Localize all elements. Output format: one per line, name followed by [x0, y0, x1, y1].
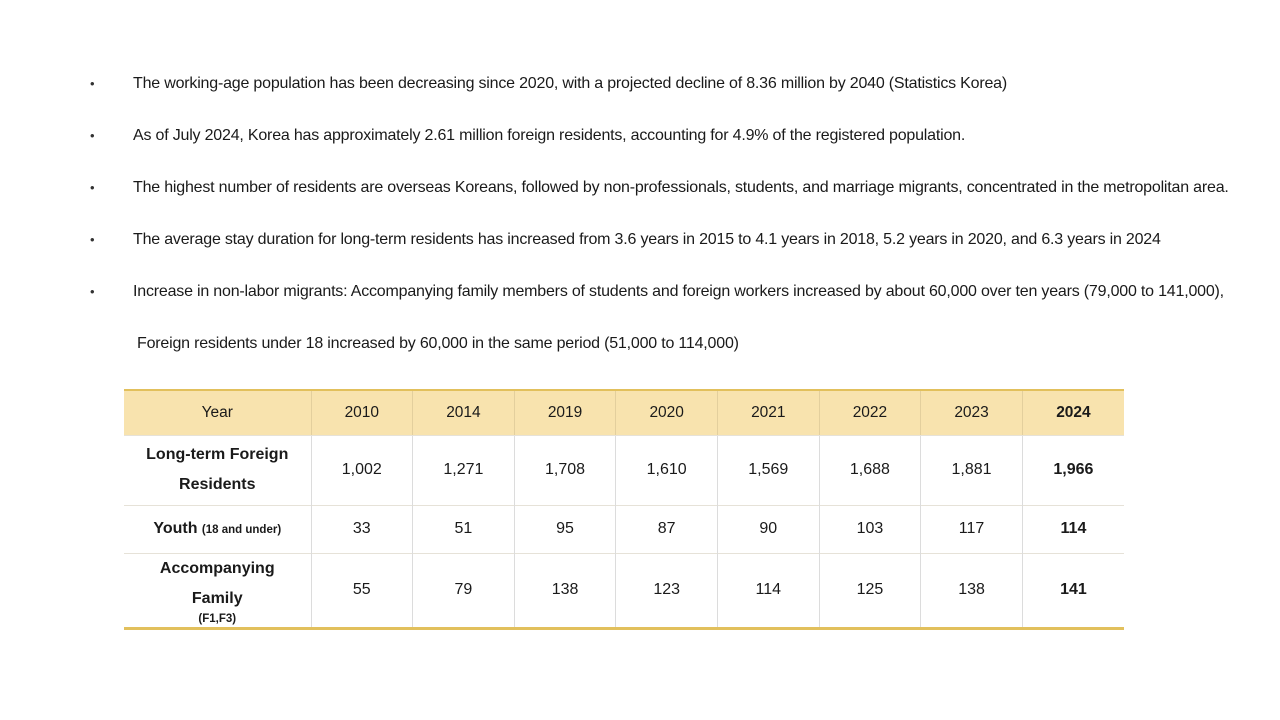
residents-table: Year 2010 2014 2019 2020 2021 2022 2023 … — [124, 389, 1124, 631]
value-cell: 1,271 — [412, 435, 515, 505]
value-cell: 95 — [514, 505, 617, 553]
bullet-icon — [90, 218, 133, 262]
row-sublabel-text: (18 and under) — [201, 523, 282, 536]
row-label-text: Youth — [153, 519, 198, 537]
header-cell-2019: 2019 — [514, 390, 617, 436]
value-cell: 33 — [311, 505, 414, 553]
bullet-item: The working-age population has been decr… — [90, 62, 1233, 106]
bullet-item: Increase in non-labor migrants: Accompan… — [90, 270, 1233, 314]
bullet-list: The working-age population has been decr… — [0, 0, 1280, 366]
bullet-item: The highest number of residents are over… — [90, 166, 1233, 210]
row-label-accompanying-family: Accompanying Family (F1,F3) — [124, 553, 312, 629]
header-cell-2022: 2022 — [819, 390, 922, 436]
value-cell: 87 — [615, 505, 718, 553]
value-cell: 1,708 — [514, 435, 617, 505]
row-sublabel-text: (F1,F3) — [198, 613, 237, 626]
value-cell: 1,610 — [615, 435, 718, 505]
value-cell: 103 — [819, 505, 922, 553]
value-cell: 114 — [717, 553, 820, 629]
value-cell: 117 — [920, 505, 1023, 553]
row-label-text: Accompanying Family — [159, 559, 275, 607]
bullet-icon — [90, 114, 133, 158]
header-cell-2010: 2010 — [311, 390, 414, 436]
value-cell: 141 — [1060, 581, 1087, 599]
value-cell: 138 — [514, 553, 617, 629]
header-cell-year: Year — [124, 390, 312, 436]
bullet-item: As of July 2024, Korea has approximately… — [90, 114, 1233, 158]
value-cell: 114 — [1060, 520, 1087, 537]
value-cell: 1,881 — [920, 435, 1023, 505]
value-cell: 138 — [920, 553, 1023, 629]
row-label-text: Long-term Foreign Residents — [146, 445, 289, 493]
bullet-text-non-labor-migrants: Increase in non-labor migrants: Accompan… — [133, 283, 1224, 300]
bullet-icon — [90, 166, 133, 210]
value-cell: 123 — [615, 553, 718, 629]
continuation-text: Foreign residents under 18 increased by … — [137, 335, 739, 352]
bullet-text-highest-residents: The highest number of residents are over… — [133, 179, 1229, 196]
value-cell: 1,569 — [717, 435, 820, 505]
value-cell: 1,002 — [311, 435, 414, 505]
table-row-long-term: Long-term Foreign Residents 1,002 1,271 … — [124, 435, 1124, 505]
value-cell: 1,966 — [1053, 461, 1094, 478]
table-header-row: Year 2010 2014 2019 2020 2021 2022 2023 … — [124, 390, 1124, 436]
bullet-item: The average stay duration for long-term … — [90, 218, 1233, 262]
value-cell: 55 — [311, 553, 414, 629]
value-cell: 125 — [819, 553, 922, 629]
value-cell: 51 — [412, 505, 515, 553]
header-cell-2024: 2024 — [1022, 390, 1124, 436]
bullet-icon — [90, 270, 133, 314]
header-cell-2023: 2023 — [920, 390, 1023, 436]
bullet-text-foreign-residents: As of July 2024, Korea has approximately… — [133, 127, 966, 144]
table-row-accompanying-family: Accompanying Family (F1,F3) 55 79 138 12… — [124, 553, 1124, 629]
row-label-long-term: Long-term Foreign Residents — [124, 435, 312, 505]
table-row-youth: Youth (18 and under) 33 51 95 87 90 103 … — [124, 505, 1124, 553]
header-cell-2014: 2014 — [412, 390, 515, 436]
value-cell: 79 — [412, 553, 515, 629]
row-label-youth: Youth (18 and under) — [124, 505, 312, 553]
bullet-text-working-age: The working-age population has been decr… — [133, 75, 1008, 92]
header-cell-2021: 2021 — [717, 390, 820, 436]
bullet-icon — [90, 62, 133, 106]
value-cell: 1,688 — [819, 435, 922, 505]
header-cell-2020: 2020 — [615, 390, 718, 436]
bullet-text-stay-duration: The average stay duration for long-term … — [133, 231, 1161, 248]
value-cell: 90 — [717, 505, 820, 553]
